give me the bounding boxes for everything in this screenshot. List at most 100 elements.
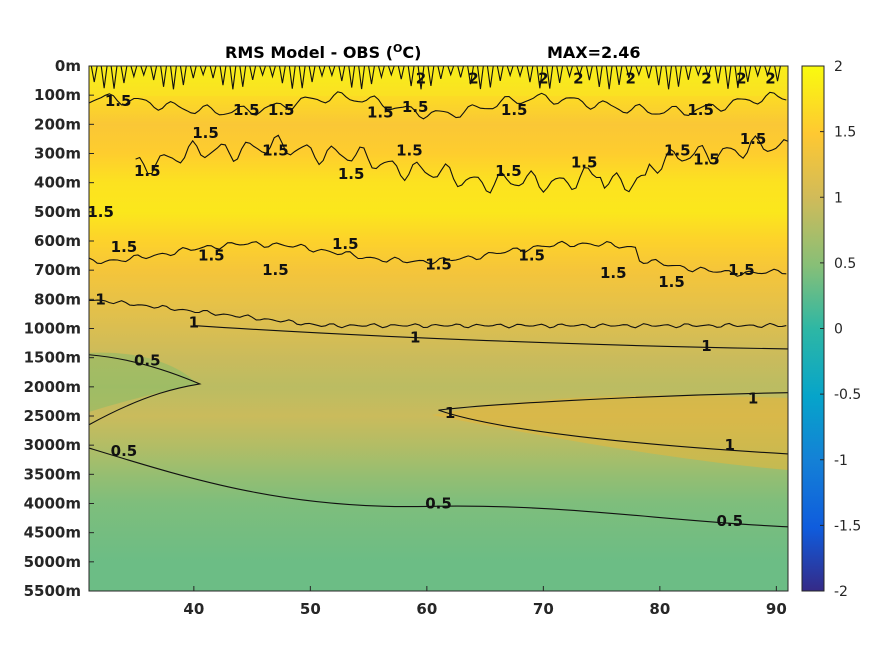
contour-label: 1 bbox=[95, 290, 105, 308]
contour-line bbox=[189, 66, 197, 79]
contour-label: 1.5 bbox=[233, 101, 260, 119]
contour-label: 1.5 bbox=[396, 142, 423, 160]
contour-label: 1.5 bbox=[600, 264, 627, 282]
contour-line bbox=[556, 66, 564, 84]
contour-line bbox=[734, 66, 742, 89]
contour-label: 1.5 bbox=[728, 261, 755, 279]
contour-line bbox=[89, 240, 787, 277]
x-axis: 40 50 60 70 80 90 bbox=[183, 586, 787, 618]
contour-line bbox=[140, 66, 148, 77]
contour-line bbox=[209, 66, 217, 79]
contour-line bbox=[744, 66, 752, 82]
y-tick-label: 400m bbox=[34, 174, 81, 192]
colorbar-tick-label: -1.5 bbox=[834, 518, 861, 534]
colorbar: 2 1.5 1 0.5 0 -0.5 -1 -1.5 -2 bbox=[801, 59, 861, 600]
contour-line bbox=[278, 66, 286, 84]
contour-label: 1.5 bbox=[425, 255, 452, 273]
contour-line bbox=[308, 66, 316, 83]
contour-label: 1.5 bbox=[87, 203, 114, 221]
contour-label: 1.5 bbox=[518, 247, 545, 265]
contour-line bbox=[318, 66, 326, 78]
contour-line bbox=[89, 299, 787, 329]
contour-line bbox=[585, 66, 593, 81]
x-tick-label: 40 bbox=[183, 600, 204, 618]
y-tick-label: 3500m bbox=[24, 465, 81, 483]
contour-line bbox=[665, 66, 673, 90]
contour-label: 0.5 bbox=[111, 442, 138, 460]
contour-line bbox=[496, 66, 504, 81]
contour-label: 1.5 bbox=[332, 235, 359, 253]
contour-line bbox=[338, 66, 346, 82]
y-tick-label: 3000m bbox=[24, 436, 81, 454]
contour-label: 1.5 bbox=[367, 104, 394, 122]
contour-label: 1.5 bbox=[571, 153, 598, 171]
contour-label: 0.5 bbox=[134, 352, 161, 370]
y-axis: 0m 100m 200m 300m 400m 500m 600m 700m 800m 1000m 1… bbox=[24, 57, 94, 600]
contour-line bbox=[476, 66, 484, 90]
contour-line bbox=[328, 66, 336, 78]
contour-label: 1.5 bbox=[105, 92, 132, 110]
contour-line bbox=[427, 66, 435, 86]
contour-line bbox=[595, 66, 603, 88]
contour-line bbox=[526, 66, 534, 83]
field-background bbox=[89, 66, 788, 591]
contour-label: 1.5 bbox=[658, 273, 685, 291]
y-tick-label: 700m bbox=[34, 261, 81, 279]
contour-line bbox=[193, 325, 788, 350]
contour-line bbox=[368, 66, 375, 85]
contour-line bbox=[694, 66, 702, 77]
contour-line bbox=[754, 66, 762, 78]
contour-line bbox=[269, 66, 276, 79]
max-value-label: MAX=2.46 bbox=[547, 43, 641, 62]
contour-label: 1.5 bbox=[501, 101, 528, 119]
contour-label: 2 bbox=[538, 70, 548, 88]
y-tick-label: 500m bbox=[34, 203, 81, 221]
contour-label: 1.5 bbox=[198, 247, 225, 265]
colorbar-ticks: 2 1.5 1 0.5 0 -0.5 -1 -1.5 -2 bbox=[820, 59, 861, 600]
contour-labels: 1.5 1.5 1.5 1.5 1.5 1.5 1.5 1.5 1.5 1.5 1.5 1.5 1.5 1… bbox=[87, 70, 776, 531]
contour-line bbox=[259, 66, 267, 77]
contour-line bbox=[135, 134, 788, 194]
contour-line bbox=[486, 66, 494, 88]
contour-line bbox=[298, 66, 306, 89]
contour-line bbox=[89, 447, 788, 528]
contour-label: 1.5 bbox=[134, 162, 161, 180]
contour-line bbox=[229, 66, 237, 90]
contour-label: 2 bbox=[701, 70, 711, 88]
y-tick-label: 1500m bbox=[24, 349, 81, 367]
x-tick-label: 90 bbox=[766, 600, 787, 618]
contour-line bbox=[704, 66, 712, 79]
contour-label: 2 bbox=[736, 70, 746, 88]
y-tick-label: 5000m bbox=[24, 553, 81, 571]
chart-title: RMS Model - OBS (OC) bbox=[225, 42, 421, 62]
contour-line bbox=[239, 66, 247, 87]
contour-label: 2 bbox=[468, 70, 478, 88]
contour-line bbox=[516, 66, 524, 78]
contour-lines bbox=[89, 66, 788, 528]
contour-label: 1.5 bbox=[687, 101, 714, 119]
contour-label: 1.5 bbox=[262, 142, 289, 160]
contour-line bbox=[625, 66, 633, 79]
y-tick-label: 4500m bbox=[24, 524, 81, 542]
x-tick-label: 70 bbox=[533, 600, 554, 618]
y-tick-label: 4000m bbox=[24, 495, 81, 513]
colorbar-tick-label: -1 bbox=[834, 453, 848, 469]
contour-line bbox=[566, 66, 574, 79]
contour-line bbox=[100, 66, 108, 89]
contour-line bbox=[288, 66, 296, 89]
contour-line bbox=[89, 91, 787, 120]
contour-label: 1 bbox=[748, 390, 758, 408]
contour-label: 1.5 bbox=[495, 162, 522, 180]
plot-area: 1.5 1.5 1.5 1.5 1.5 1.5 1.5 1.5 1.5 1.5 1.5 1.5 1.5 1… bbox=[87, 66, 788, 591]
contour-line bbox=[675, 66, 682, 87]
contour-line bbox=[645, 66, 653, 79]
contour-label: 2 bbox=[573, 70, 583, 88]
contour-line bbox=[615, 66, 623, 86]
contour-line bbox=[576, 66, 583, 77]
contour-line bbox=[447, 66, 455, 77]
colorbar-tick-label: 1.5 bbox=[834, 125, 856, 141]
x-tick-label: 80 bbox=[649, 600, 670, 618]
contour-line bbox=[764, 66, 772, 78]
y-tick-label: 5500m bbox=[24, 582, 81, 600]
